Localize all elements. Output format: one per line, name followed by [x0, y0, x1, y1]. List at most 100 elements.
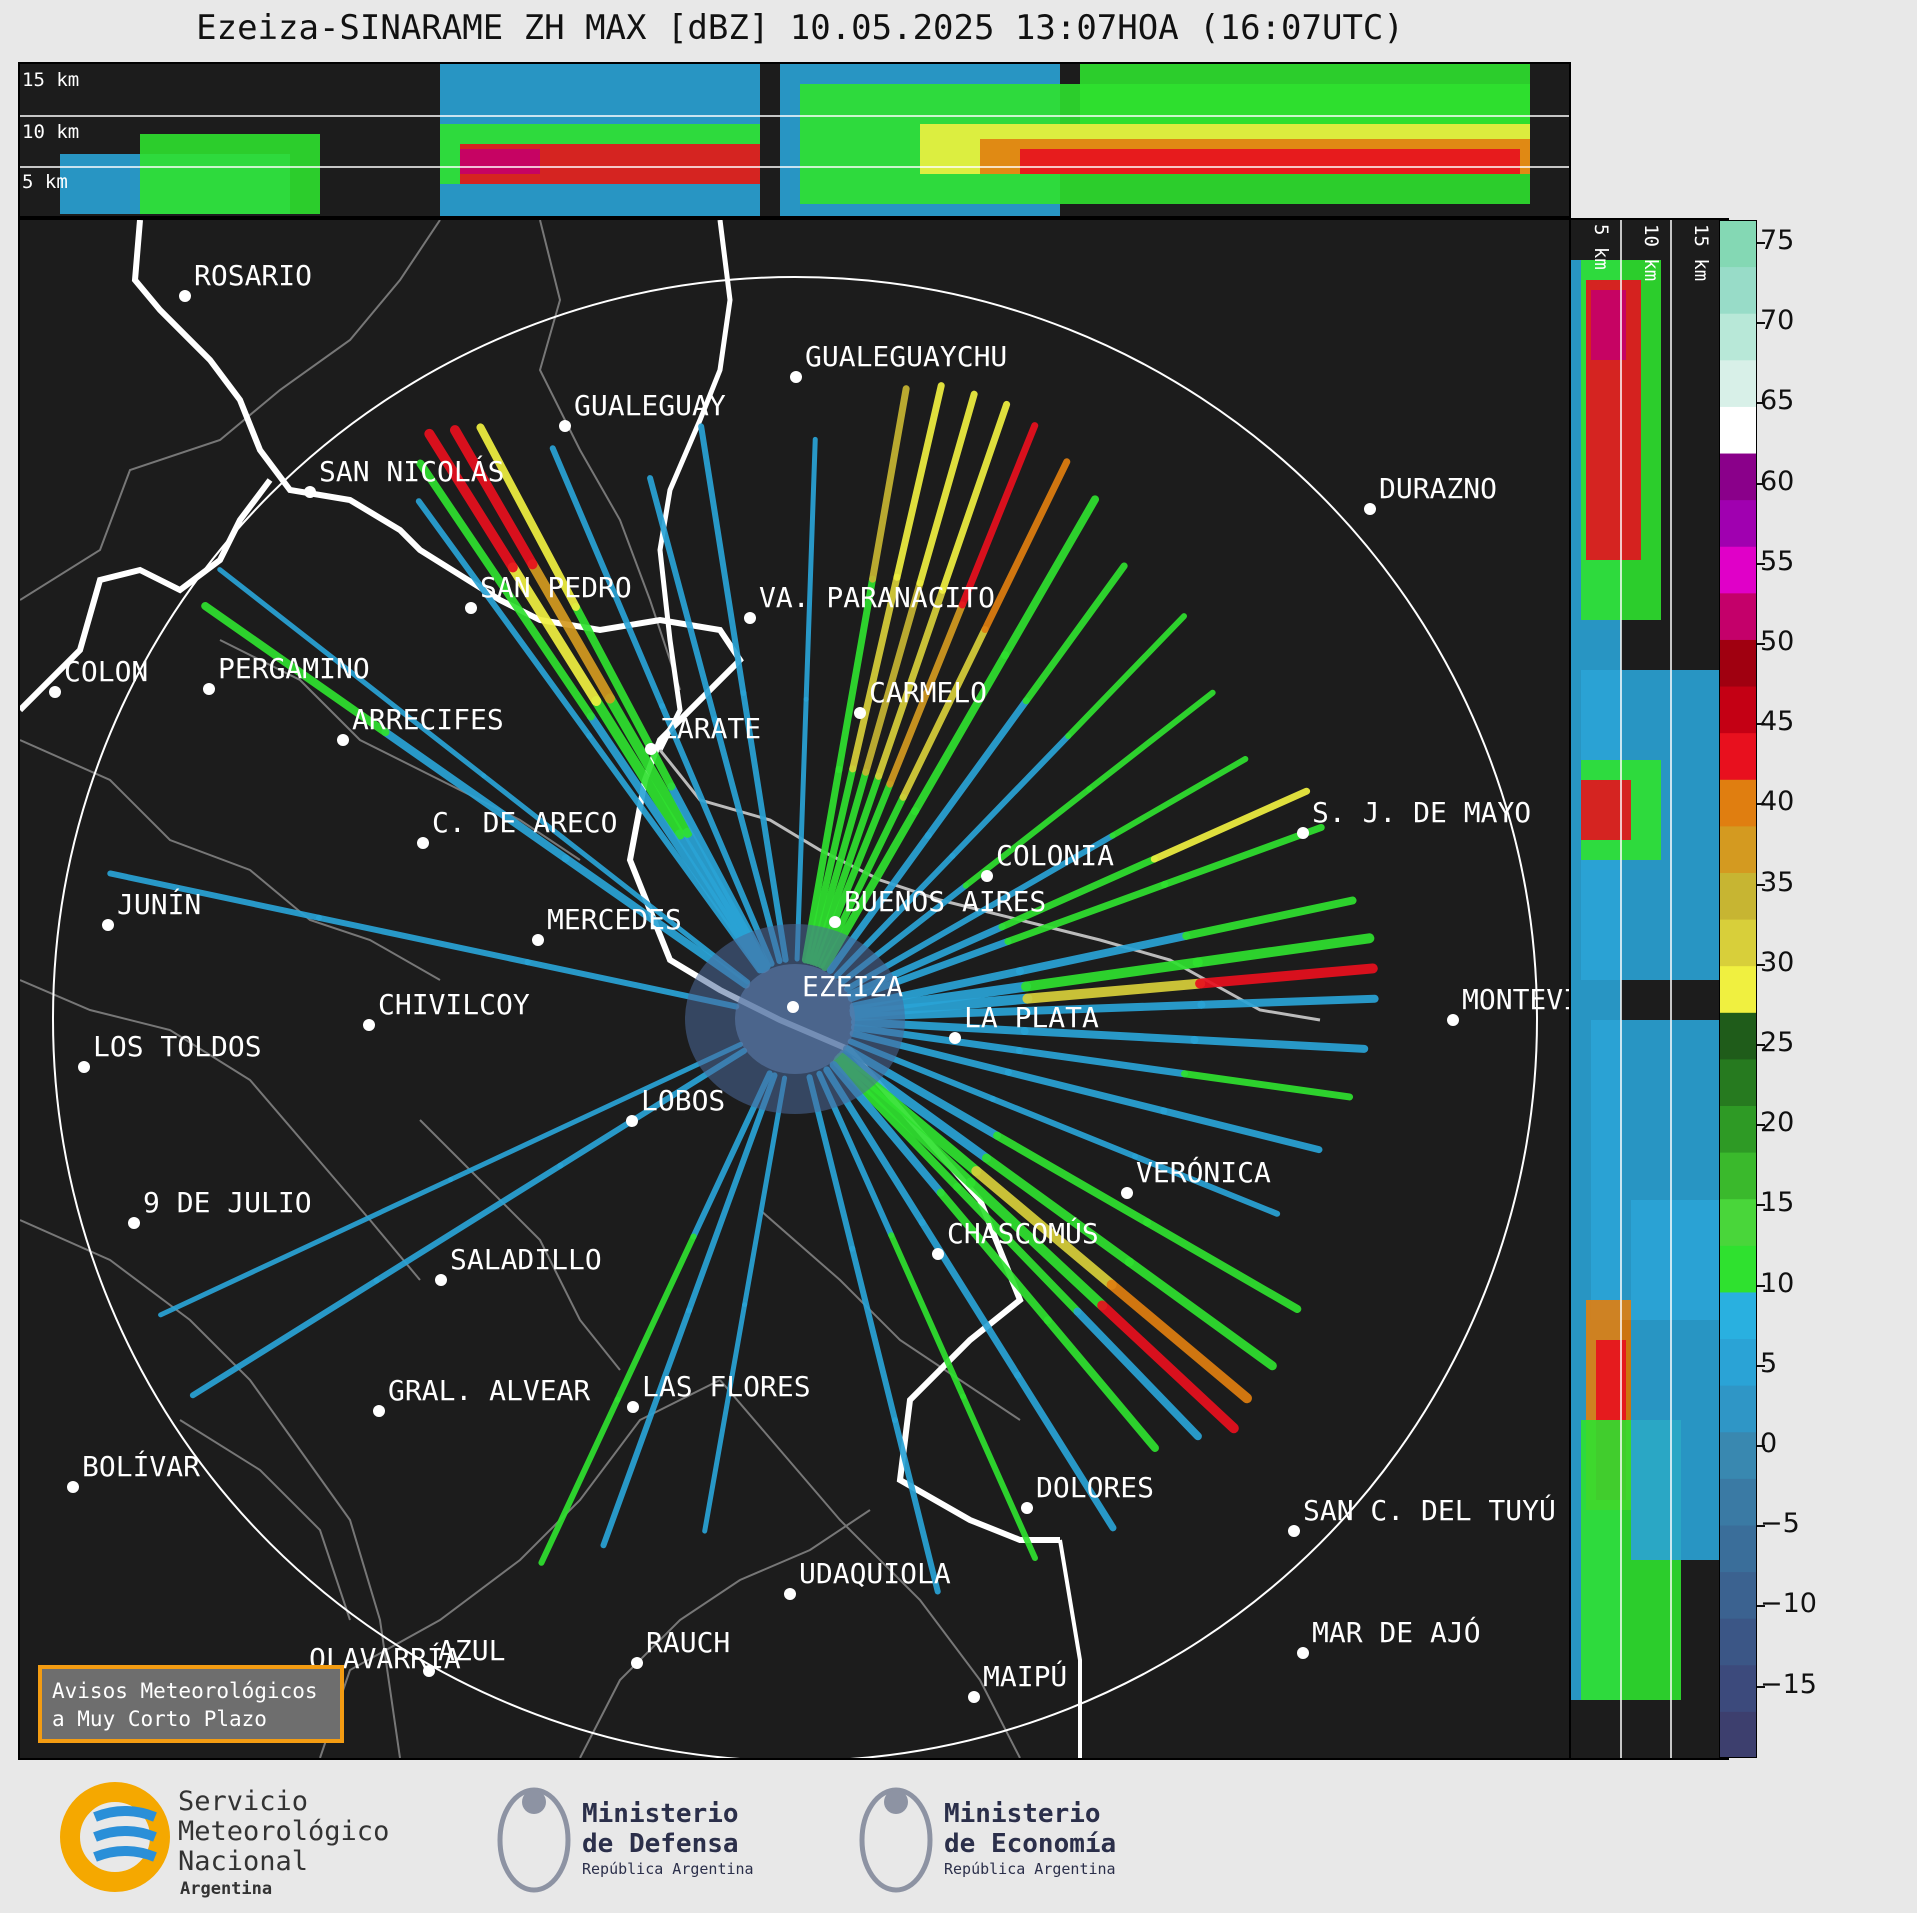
colorbar-segment [1719, 1338, 1757, 1386]
city-dot-icon [981, 870, 993, 882]
colorbar-tick-label: 5 [1760, 1347, 1778, 1379]
defensa-logo: Ministerio de Defensa República Argentin… [497, 1787, 754, 1893]
city-label: CARMELO [869, 676, 987, 709]
radar-range-ring [52, 276, 1538, 1758]
top-echo-band [1020, 149, 1520, 174]
city-marker: ZÁRATE [645, 711, 761, 755]
height-label-5km: 5 km [22, 171, 68, 193]
colorbar-tick-mark [1757, 1525, 1765, 1528]
figure-title: Ezeiza-SINARAME ZH MAX [dBZ] 10.05.2025 … [196, 8, 1404, 48]
city-marker: COLON [49, 655, 148, 698]
city-label: GUALEGUAY [574, 389, 726, 422]
city-dot-icon [1364, 503, 1376, 515]
colorbar-tick-mark [1757, 1044, 1765, 1046]
echo-segment [416, 459, 595, 721]
ground-clutter-center [685, 924, 905, 1114]
colorbar-segment [1719, 1105, 1757, 1153]
economia-line2: de Economía [944, 1829, 1116, 1859]
echo-segment [1004, 1068, 1168, 1115]
colorbar-tick-mark [1757, 402, 1765, 405]
city-marker: LOS TOLDOS [78, 1030, 262, 1073]
colorbar-tick-mark [1757, 1605, 1765, 1608]
colorbar-segment [1719, 266, 1757, 314]
city-label: C. DE ARECO [432, 806, 617, 839]
echo-segment [1086, 689, 1216, 793]
colorbar-tick-mark [1757, 803, 1765, 806]
city-label: LA PLATA [964, 1001, 1099, 1034]
city-dot-icon [423, 1665, 435, 1677]
smn-line3: Nacional [178, 1846, 308, 1877]
city-dot-icon [417, 837, 429, 849]
city-marker: C. DE ARECO [417, 806, 617, 849]
province-borders [20, 220, 1021, 1758]
colorbar-tick-label: 20 [1760, 1107, 1795, 1139]
city-dot-icon [627, 1401, 639, 1413]
city-marker: COLONIA [981, 839, 1114, 882]
top-echo-band [140, 134, 320, 214]
city-label: LOBOS [641, 1084, 725, 1117]
echo-segment [381, 728, 570, 863]
echo-segment [862, 579, 924, 776]
city-label: CHIVILCOY [378, 988, 530, 1021]
echo-segment [1022, 978, 1206, 1004]
colorbar-tick-label: 60 [1760, 465, 1795, 497]
city-label: SAN PEDRO [480, 571, 632, 604]
right-cross-section-svg: 5 km 10 km 15 km [1571, 220, 1721, 1758]
echo-segment [476, 423, 580, 611]
colorbar-tick-label: −5 [1760, 1508, 1800, 1540]
city-marker: BUENOS AIRES [829, 885, 1046, 928]
echo-segment [527, 559, 615, 704]
echo-segment [1004, 880, 1169, 945]
colorbar-tick-mark [1757, 883, 1765, 886]
city-label: MAIPÚ [983, 1659, 1067, 1693]
city-label: SALADILLO [450, 1243, 602, 1276]
echo-segment [1190, 1035, 1369, 1053]
city-label: ZÁRATE [660, 711, 761, 745]
colorbar-segment [1719, 779, 1757, 827]
city-dot-icon [784, 1588, 796, 1600]
city-marker: MONTEVIDEO [1447, 983, 1569, 1026]
echo-segment [1160, 1107, 1323, 1154]
colorbar-tick-mark [1757, 562, 1765, 565]
echo-segment [949, 733, 1072, 859]
echo-segment [869, 385, 910, 583]
echo-segment [711, 716, 783, 965]
echo-segment [911, 651, 1009, 816]
echo-segment [1024, 1000, 1206, 1015]
colorbar-tick-mark [1757, 322, 1765, 325]
echo-segment [1015, 1047, 1189, 1078]
avisos-badge[interactable]: Avisos Meteorológicos a Muy Corto Plazo [38, 1665, 344, 1743]
colorbar-tick-label: 0 [1760, 1428, 1778, 1459]
echo-segment [953, 1182, 1082, 1316]
right-echo-band [1591, 290, 1626, 360]
colorbar-segment [1719, 1291, 1757, 1340]
smn-logo-waves-icon [93, 1806, 157, 1862]
city-label: AZUL [438, 1634, 505, 1667]
city-label: SAN C. DEL TUYÚ [1303, 1493, 1556, 1527]
avisos-line1: Avisos Meteorológicos [52, 1679, 318, 1703]
city-dot-icon [78, 1061, 90, 1073]
echo-segment [1001, 495, 1099, 660]
colorbar-tick-label: 35 [1760, 866, 1795, 898]
colorbar-segment [1719, 592, 1757, 640]
colorbar-tick-mark [1757, 482, 1765, 485]
city-marker: 9 DE JULIO [128, 1186, 312, 1229]
echo-segment [888, 1232, 967, 1400]
echo-segment [1021, 957, 1203, 992]
economia-logo: Ministerio de Economía República Argenti… [859, 1787, 1116, 1893]
colorbar-tick-label: 75 [1760, 225, 1795, 256]
city-label: BOLÍVAR [82, 1449, 200, 1483]
echo-segment [740, 690, 789, 963]
city-marker: AZUL [423, 1634, 505, 1677]
right-cross-section-panel: 5 km 10 km 15 km [1569, 218, 1729, 1760]
city-marker: LOBOS [626, 1084, 725, 1127]
colorbar-tick-label: 30 [1760, 946, 1795, 978]
city-label: GUALEGUAYCHU [805, 340, 1007, 373]
echo-segment [698, 423, 747, 697]
colorbar-tick-mark [1757, 1124, 1765, 1127]
city-label: GRAL. ALVEAR [388, 1374, 590, 1407]
city-dot-icon [102, 919, 114, 931]
echo-segment [1150, 787, 1311, 863]
colorbar-tick-mark [1757, 1685, 1765, 1688]
echo-segment [549, 445, 666, 710]
